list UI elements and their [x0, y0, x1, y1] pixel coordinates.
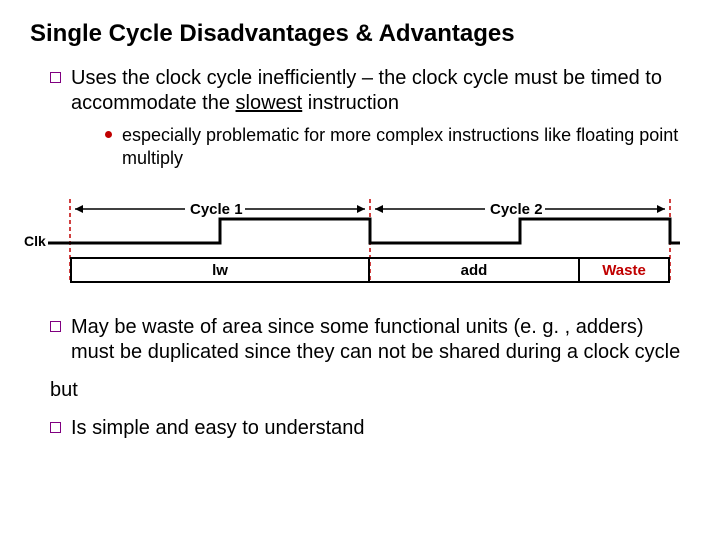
bullet-1: Uses the clock cycle inefficiently – the… — [30, 66, 690, 116]
inst-lw-box: lw — [70, 257, 370, 283]
clock-waveform — [48, 219, 680, 243]
instruction-row: lw add Waste — [70, 257, 680, 283]
sub-bullet-1: especially problematic for more complex … — [105, 124, 690, 169]
slide-title: Single Cycle Disadvantages & Advantages — [30, 20, 690, 48]
inst-waste-box: Waste — [580, 257, 670, 283]
bullet-3: Is simple and easy to understand — [30, 416, 690, 441]
arrow-head-icon — [357, 205, 365, 213]
bullet-2-text: May be waste of area since some function… — [71, 315, 690, 365]
sub-bullet-1-text: especially problematic for more complex … — [122, 124, 690, 169]
arrow-head-icon — [75, 205, 83, 213]
but-text: but — [50, 379, 690, 402]
bullet-1-post: instruction — [302, 92, 399, 114]
inst-add-box: add — [370, 257, 580, 283]
bullet-2: May be waste of area since some function… — [30, 315, 690, 365]
bullet-1-text: Uses the clock cycle inefficiently – the… — [71, 66, 690, 116]
square-bullet-icon — [50, 72, 61, 83]
dot-bullet-icon — [105, 131, 112, 138]
arrow-head-icon — [657, 205, 665, 213]
arrow-head-icon — [375, 205, 383, 213]
bullet-1-underline: slowest — [236, 92, 303, 114]
timing-diagram: Clk Cycle 1 Cycle 2 lw add Waste — [40, 179, 680, 299]
square-bullet-icon — [50, 321, 61, 332]
square-bullet-icon — [50, 422, 61, 433]
bullet-3-text: Is simple and easy to understand — [71, 416, 365, 441]
